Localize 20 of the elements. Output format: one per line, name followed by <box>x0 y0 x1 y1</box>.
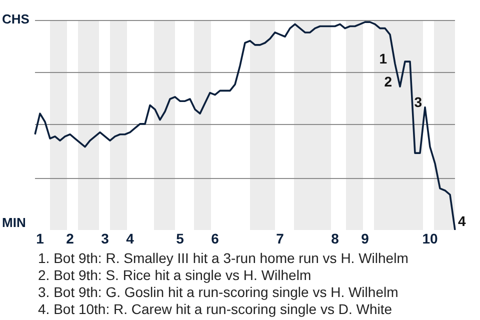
x-tick-label: 10 <box>422 230 438 246</box>
x-tick-label: 8 <box>331 230 340 246</box>
x-tick-label: 1 <box>36 230 44 246</box>
x-tick-label: 9 <box>361 230 370 246</box>
x-tick-label: 4 <box>126 230 134 246</box>
x-tick-label: 7 <box>276 230 284 246</box>
text: 3. Bot 9th: G. Goslin hit a run-scoring single vs H. Wilhelm <box>38 284 400 301</box>
annotation: 2 <box>384 73 392 90</box>
text: 4 <box>458 212 466 229</box>
x-tick-label: 3 <box>101 230 110 246</box>
text: 2. Bot 9th: S. Rice hit a single vs H. Wilhelm <box>38 267 312 284</box>
annotation: 1 <box>379 50 388 67</box>
text: 4. Bot 10th: R. Carew hit a run-scoring single vs D. White <box>38 301 394 318</box>
annotation: 3 <box>414 94 422 110</box>
text: 1. Bot 9th: R. Smalley III hit a 3-run home run vs H. Wilhelm <box>38 250 410 267</box>
x-tick-label: 5 <box>176 230 184 246</box>
text: MIN <box>2 215 26 230</box>
x-tick-label: 2 <box>66 230 74 246</box>
text: CHS <box>2 12 30 27</box>
x-tick-label: 6 <box>211 230 220 246</box>
